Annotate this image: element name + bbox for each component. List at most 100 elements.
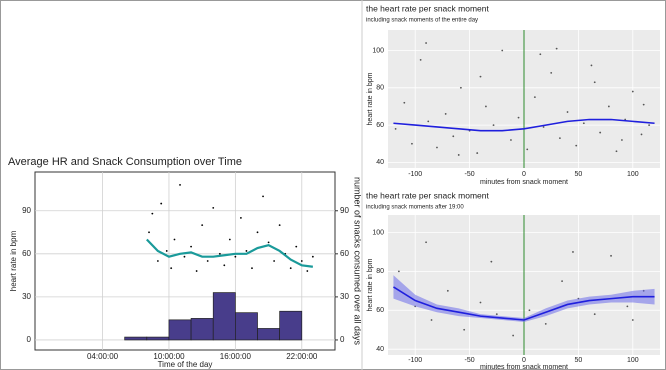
- scatter-point: [403, 101, 406, 104]
- chart-subtitle: including snack moments of the entire da…: [366, 18, 478, 24]
- scatter-point: [206, 260, 209, 262]
- x-axis-label: minutes from snack moment: [480, 179, 568, 186]
- scatter-point: [510, 139, 512, 141]
- scatter-point: [295, 245, 298, 248]
- scatter-point: [559, 137, 561, 140]
- scatter-point: [544, 322, 547, 325]
- scatter-point: [539, 53, 542, 56]
- scatter-point: [251, 267, 253, 270]
- y-tick-label: 60: [22, 249, 31, 258]
- scatter-point: [640, 133, 643, 136]
- scatter-point: [306, 270, 309, 272]
- scatter-point: [165, 250, 168, 252]
- y-axis-label: heart rate in bpm: [9, 230, 18, 291]
- scatter-point: [234, 255, 237, 258]
- scatter-point: [512, 334, 515, 337]
- chart-subtitle: including snack moments after 19:00: [366, 205, 464, 211]
- y2-tick-label: 30: [340, 292, 349, 301]
- y2-tick-label: 0: [340, 335, 345, 344]
- scatter-point: [452, 135, 455, 138]
- scatter-point: [479, 75, 482, 78]
- histogram-bar: [279, 310, 303, 341]
- scatter-point: [590, 64, 593, 67]
- scatter-point: [228, 238, 231, 241]
- scatter-point: [593, 81, 596, 84]
- scatter-point: [430, 319, 433, 321]
- scatter-point: [542, 126, 545, 128]
- scatter-point: [436, 146, 438, 149]
- scatter-point: [300, 260, 303, 262]
- scatter-point: [490, 260, 493, 263]
- smooth-line: [393, 286, 655, 321]
- scatter-point: [179, 184, 181, 186]
- scatter-point: [526, 148, 529, 151]
- histogram-bar: [190, 318, 214, 341]
- scatter-point: [148, 231, 150, 234]
- chart-title: the heart rate per snack moment: [366, 190, 489, 200]
- y-axis-label: heart rate in bpm: [367, 72, 374, 125]
- scatter-point: [492, 124, 495, 127]
- scatter-point: [495, 313, 498, 316]
- y-tick-label: 90: [22, 206, 31, 215]
- scatter-point: [262, 195, 264, 198]
- histogram-bar: [168, 319, 192, 341]
- scatter-point: [457, 154, 460, 156]
- x-axis-label: minutes from snack moment: [480, 364, 568, 370]
- x-tick-label: 50: [575, 171, 583, 178]
- scatter-point: [575, 144, 578, 147]
- histogram-bar: [257, 328, 280, 341]
- x-tick-label: -50: [465, 171, 475, 178]
- scatter-point: [593, 313, 596, 316]
- scatter-point: [267, 241, 270, 244]
- scatter-point: [621, 139, 623, 141]
- scatter-point: [555, 47, 558, 50]
- scatter-point: [631, 319, 634, 321]
- scatter-point: [173, 238, 176, 241]
- smooth-line: [393, 118, 655, 132]
- x-tick-label: 50: [575, 357, 583, 364]
- scatter-point: [501, 49, 504, 52]
- scatter-point: [566, 111, 569, 113]
- scatter-point: [615, 150, 618, 153]
- chart-title: the heart rate per snack moment: [366, 3, 489, 13]
- scatter-point: [550, 71, 553, 74]
- scatter-point: [631, 90, 634, 93]
- y-axis-label: heart rate in bpm: [367, 258, 374, 311]
- x-tick-label: 0: [522, 171, 526, 178]
- smooth-line: [146, 238, 314, 268]
- scatter-point: [218, 252, 221, 255]
- scatter-point: [170, 267, 173, 270]
- scatter-point: [533, 96, 536, 99]
- scatter-point: [183, 255, 186, 258]
- y-tick-label: 60: [376, 122, 384, 129]
- scatter-point: [444, 113, 447, 115]
- scatter-point: [156, 260, 159, 262]
- scatter-point: [419, 58, 422, 61]
- scatter-point: [425, 241, 427, 244]
- scatter-point: [463, 328, 466, 331]
- scatter-point: [411, 142, 413, 145]
- confidence-band: [393, 275, 655, 322]
- y-tick-label: 60: [376, 307, 384, 314]
- scatter-point: [212, 206, 215, 209]
- histogram-bar: [124, 336, 148, 341]
- x-tick-label: 04:00:00: [87, 352, 119, 361]
- scatter-point: [278, 224, 281, 227]
- y-tick-label: 30: [22, 292, 31, 301]
- scatter-point: [572, 251, 574, 253]
- scatter-point: [201, 224, 204, 227]
- scatter-point: [190, 245, 192, 248]
- histogram-bar: [212, 292, 236, 341]
- scatter-point: [195, 270, 198, 272]
- histogram-bar: [146, 336, 170, 341]
- y-tick-label: 100: [372, 47, 384, 54]
- y-tick-label: 40: [376, 346, 384, 353]
- scatter-point: [607, 105, 610, 108]
- scatter-point: [561, 280, 563, 283]
- scatter-point: [528, 309, 531, 312]
- scatter-point: [479, 301, 482, 304]
- y-tick-label: 80: [376, 268, 384, 275]
- scatter-point: [610, 254, 612, 257]
